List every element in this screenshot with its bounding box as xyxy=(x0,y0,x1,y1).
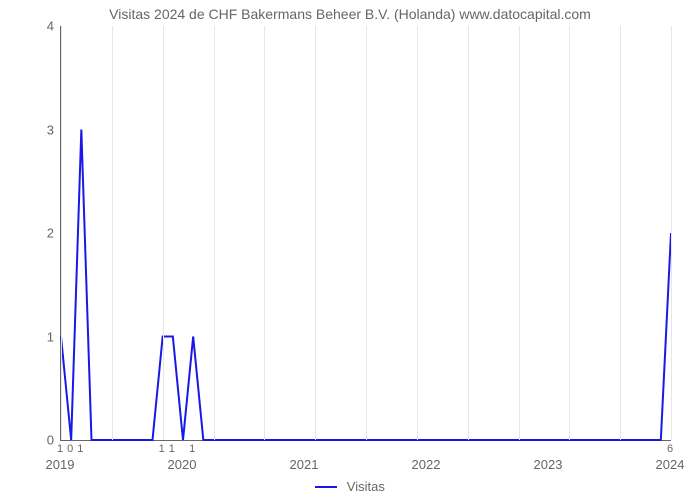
x-tick-label: 2022 xyxy=(412,457,441,472)
y-tick-label: 4 xyxy=(18,19,54,34)
data-point-label: 1 xyxy=(189,443,195,455)
x-tick-label: 2024 xyxy=(656,457,685,472)
plot-area xyxy=(60,26,671,441)
y-tick-label: 0 xyxy=(18,433,54,448)
gridline-v xyxy=(468,26,469,440)
gridline-v xyxy=(366,26,367,440)
gridline-v xyxy=(620,26,621,440)
gridline-v xyxy=(61,26,62,440)
gridline-v xyxy=(214,26,215,440)
y-tick-label: 2 xyxy=(18,226,54,241)
x-tick-label: 2019 xyxy=(46,457,75,472)
data-point-label: 1 xyxy=(169,443,175,455)
gridline-v xyxy=(163,26,164,440)
gridline-v xyxy=(569,26,570,440)
data-point-label: 6 xyxy=(667,443,673,455)
gridline-v xyxy=(315,26,316,440)
chart-title: Visitas 2024 de CHF Bakermans Beheer B.V… xyxy=(0,6,700,22)
data-point-label: 0 xyxy=(67,443,73,455)
data-point-label: 1 xyxy=(77,443,83,455)
y-tick-label: 1 xyxy=(18,329,54,344)
y-tick-label: 3 xyxy=(18,122,54,137)
gridline-v xyxy=(264,26,265,440)
data-point-label: 1 xyxy=(57,443,63,455)
gridline-v xyxy=(671,26,672,440)
data-point-label: 1 xyxy=(159,443,165,455)
gridline-v xyxy=(519,26,520,440)
x-tick-label: 2021 xyxy=(290,457,319,472)
legend: Visitas xyxy=(0,478,700,494)
legend-label: Visitas xyxy=(347,479,385,494)
gridline-v xyxy=(417,26,418,440)
x-tick-label: 2023 xyxy=(534,457,563,472)
legend-swatch xyxy=(315,486,337,488)
gridline-v xyxy=(112,26,113,440)
x-tick-label: 2020 xyxy=(168,457,197,472)
